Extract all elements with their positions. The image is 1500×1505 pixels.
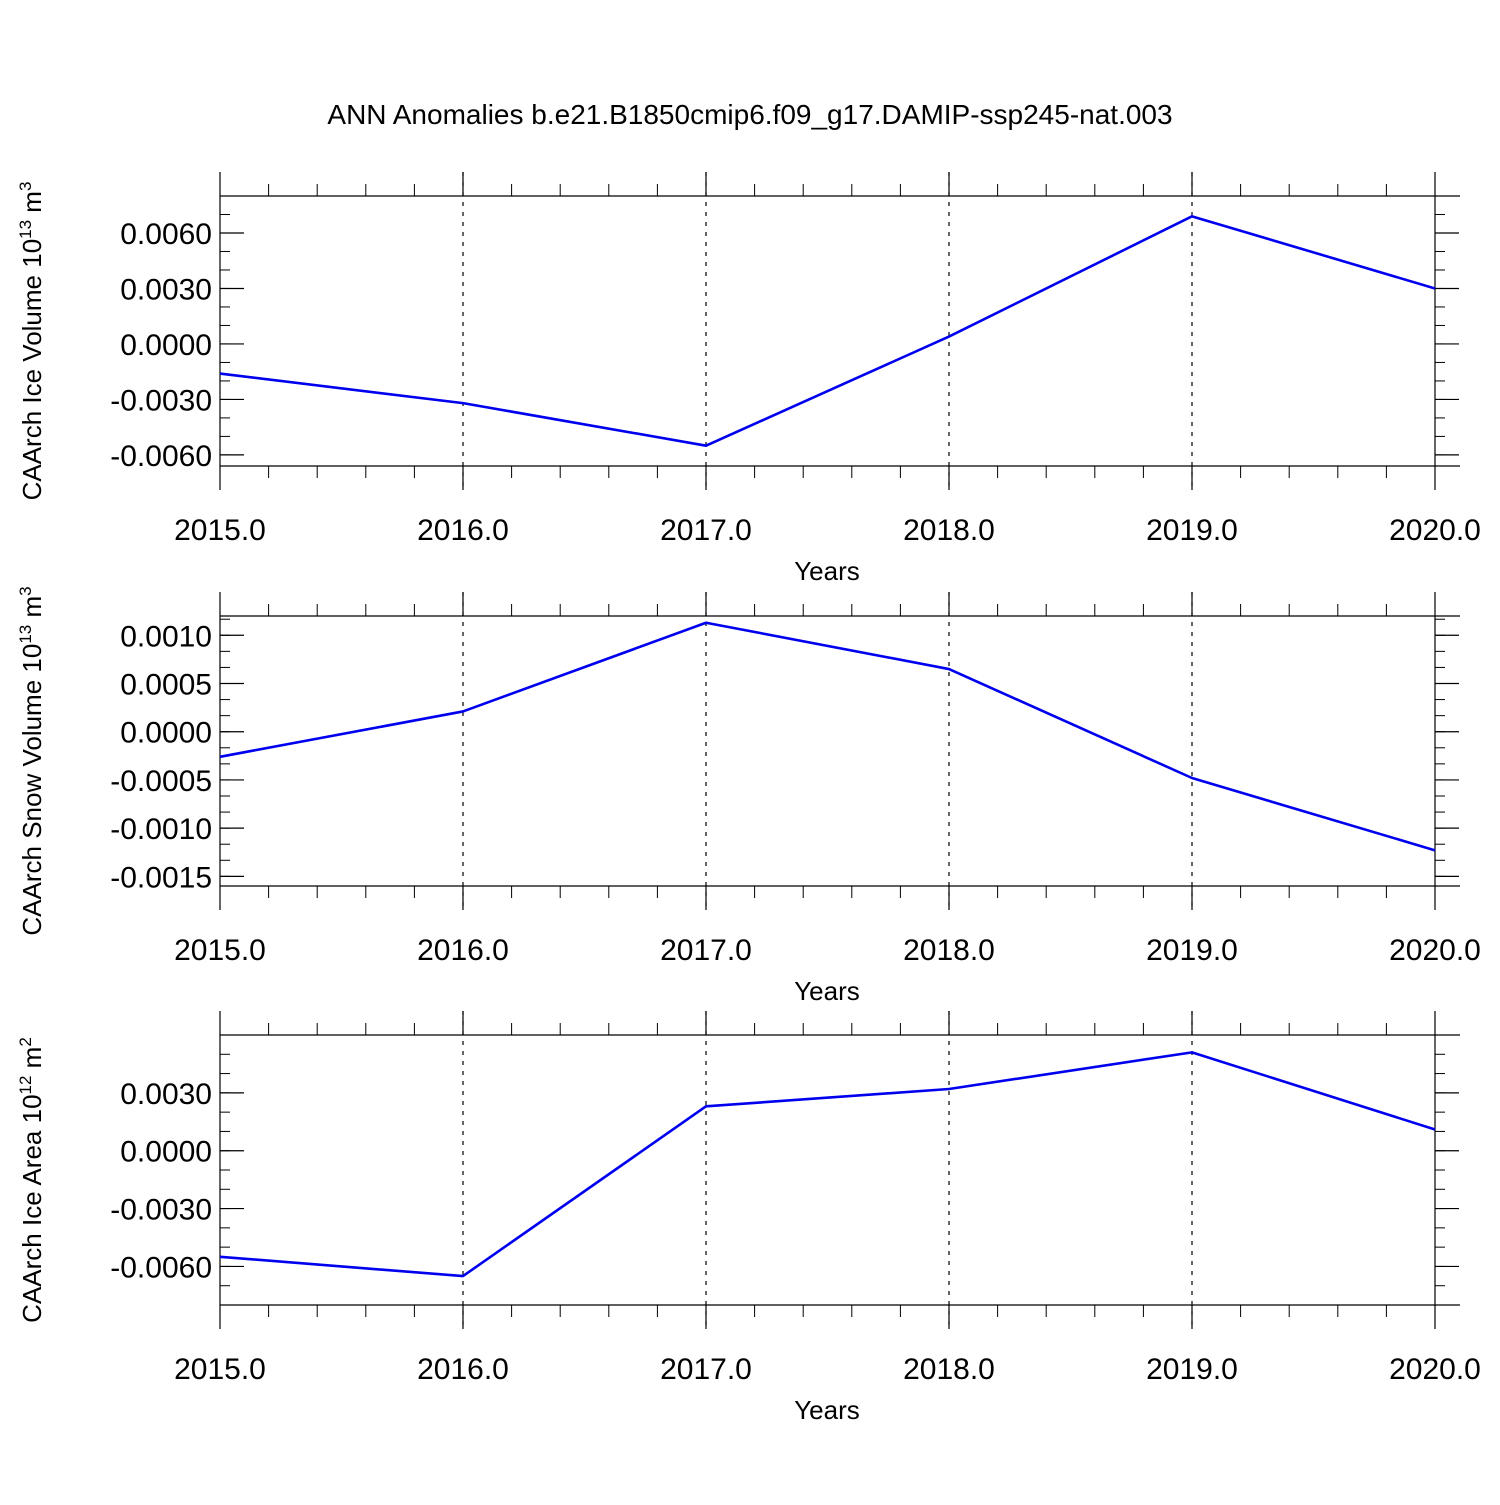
y-tick-label: 0.0005 xyxy=(120,669,212,702)
x-tick-label: 2017.0 xyxy=(660,1353,752,1386)
y-tick-label: 0.0010 xyxy=(120,620,212,653)
y-axis-title-exponent: 13 xyxy=(16,625,35,644)
y-tick-label: 0.0060 xyxy=(120,218,212,251)
y-tick-label: 0.0030 xyxy=(120,1078,212,1111)
x-tick-label: 2020.0 xyxy=(1389,514,1481,547)
y-axis-title-main: CAArch Ice Volume 10 xyxy=(17,239,47,501)
x-axis-title: Years xyxy=(794,556,860,586)
x-tick-label: 2019.0 xyxy=(1146,1353,1238,1386)
x-tick-label: 2016.0 xyxy=(417,934,509,967)
y-axis-title: CAArch Ice Volume 1013 m3 xyxy=(16,182,47,501)
y-axis-title: CAArch Ice Area 1012 m2 xyxy=(16,1037,47,1323)
y-axis-title-exponent: 12 xyxy=(16,1076,35,1095)
x-tick-label: 2017.0 xyxy=(660,934,752,967)
y-tick-label: -0.0030 xyxy=(110,384,212,417)
y-tick-label: 0.0000 xyxy=(120,329,212,362)
y-tick-label: -0.0060 xyxy=(110,1251,212,1284)
figure-title: ANN Anomalies b.e21.B1850cmip6.f09_g17.D… xyxy=(327,99,1172,130)
y-axis-title-exponent: 13 xyxy=(16,220,35,239)
x-axis-title: Years xyxy=(794,976,860,1006)
x-tick-label: 2018.0 xyxy=(903,1353,995,1386)
x-tick-label: 2015.0 xyxy=(174,514,266,547)
x-tick-label: 2015.0 xyxy=(174,1353,266,1386)
series-line xyxy=(219,215,1436,447)
y-tick-label: 0.0000 xyxy=(120,717,212,750)
x-tick-label: 2020.0 xyxy=(1389,1353,1481,1386)
y-tick-label: -0.0030 xyxy=(110,1194,212,1227)
y-tick-label: -0.0060 xyxy=(110,440,212,473)
chart-panel-2: 2015.0 2016.0 2017.0 2018.0 2019.0 2020.0 -0.0… xyxy=(16,586,1481,1006)
chart-panel-3: 2015.0 2016.0 2017.0 2018.0 2019.0 2020.0 -0.0… xyxy=(16,1011,1481,1425)
x-tick-label: 2018.0 xyxy=(903,514,995,547)
y-tick-label: 0.0000 xyxy=(120,1136,212,1169)
x-axis-title: Years xyxy=(794,1395,860,1425)
y-axis-title-unit: m xyxy=(17,596,47,625)
y-tick-label: 0.0030 xyxy=(120,273,212,306)
x-tick-label: 2016.0 xyxy=(417,514,509,547)
y-tick-label: -0.0005 xyxy=(110,765,212,798)
y-axis-title-unit: m xyxy=(17,1047,47,1076)
chart-panel-1: 2015.0 2016.0 2017.0 2018.0 2019.0 2020.0 -0.0… xyxy=(16,172,1481,586)
x-tick-label: 2019.0 xyxy=(1146,934,1238,967)
y-axis-title-unit-exponent: 3 xyxy=(16,182,35,191)
y-axis-title-unit-exponent: 2 xyxy=(16,1037,35,1046)
y-tick-label: -0.0010 xyxy=(110,813,212,846)
series-line xyxy=(219,1051,1436,1278)
x-tick-label: 2016.0 xyxy=(417,1353,509,1386)
x-tick-label: 2015.0 xyxy=(174,934,266,967)
x-tick-label: 2018.0 xyxy=(903,934,995,967)
y-tick-label: -0.0015 xyxy=(110,861,212,894)
y-axis-title: CAArch Snow Volume 1013 m3 xyxy=(16,586,47,935)
x-tick-label: 2020.0 xyxy=(1389,934,1481,967)
y-axis-title-unit-exponent: 3 xyxy=(16,586,35,595)
series-line xyxy=(219,621,1436,852)
y-axis-title-main: CAArch Ice Area 10 xyxy=(17,1094,47,1322)
x-tick-label: 2017.0 xyxy=(660,514,752,547)
y-axis-title-main: CAArch Snow Volume 10 xyxy=(17,644,47,936)
x-tick-label: 2019.0 xyxy=(1146,514,1238,547)
y-axis-title-unit: m xyxy=(17,191,47,220)
